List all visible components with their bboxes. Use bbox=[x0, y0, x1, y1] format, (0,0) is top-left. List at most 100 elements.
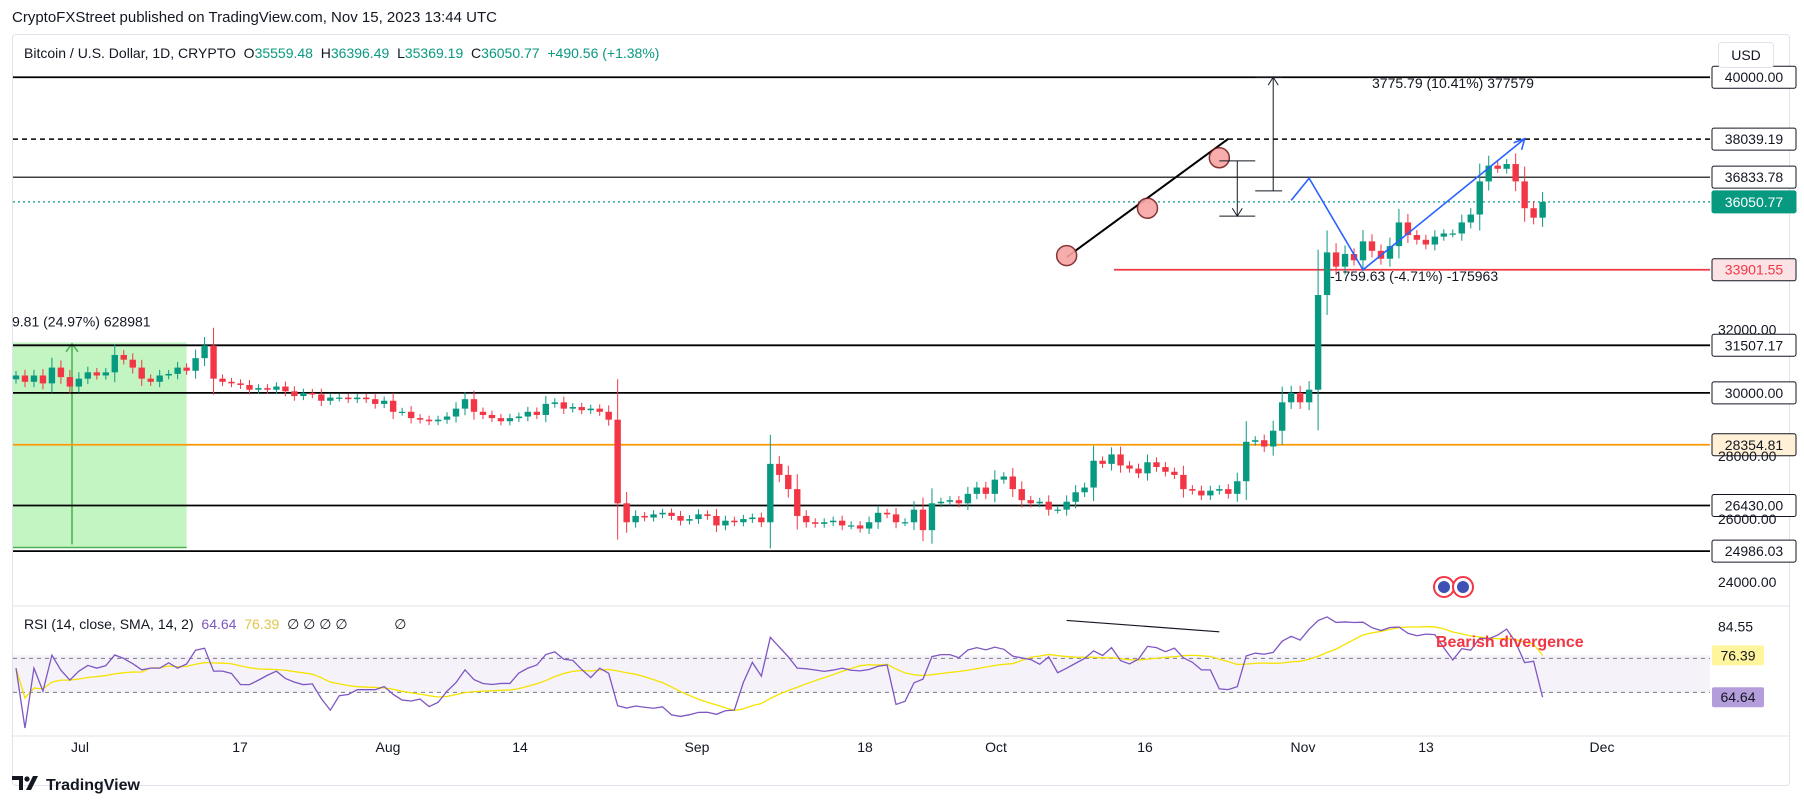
close-value: 36050.77 bbox=[481, 45, 540, 61]
candle-body bbox=[156, 375, 163, 382]
candle-body bbox=[1018, 489, 1025, 501]
footer-brand: TradingView bbox=[12, 776, 140, 795]
candle-body bbox=[785, 474, 792, 490]
candle-body bbox=[596, 408, 603, 412]
candle-body bbox=[1323, 252, 1331, 296]
candle-body bbox=[1009, 476, 1016, 490]
footer-brand-text: TradingView bbox=[46, 776, 140, 794]
candle-body bbox=[1413, 235, 1421, 240]
time-tick-label: Sep bbox=[685, 739, 710, 755]
candle-body bbox=[425, 419, 433, 422]
rsi-sma-value: 76.39 bbox=[244, 616, 280, 632]
candle-body bbox=[560, 402, 567, 409]
candle-body bbox=[758, 517, 765, 523]
candle-body bbox=[1117, 454, 1124, 466]
candle-body bbox=[407, 411, 415, 419]
candle-body bbox=[1494, 165, 1501, 169]
candle-body bbox=[372, 399, 379, 404]
touch-point-circle bbox=[1208, 146, 1231, 169]
price-axis: 32000.00 28000.00 26000.00 24000.00 bbox=[1718, 322, 1777, 590]
candle-body bbox=[102, 372, 109, 376]
candle-body bbox=[794, 489, 801, 516]
candle-body bbox=[515, 416, 523, 419]
candle-body bbox=[1449, 233, 1456, 235]
candle-body bbox=[174, 367, 181, 374]
candle-body bbox=[659, 512, 666, 515]
candle-body bbox=[1350, 253, 1358, 261]
candle-body bbox=[883, 512, 891, 515]
candle-body bbox=[255, 388, 262, 390]
candle-body bbox=[1135, 468, 1142, 474]
candle-body bbox=[713, 515, 720, 526]
level-tag-box bbox=[1711, 190, 1797, 214]
candle-body bbox=[380, 400, 388, 404]
candle-body bbox=[1314, 295, 1322, 390]
candle-body bbox=[668, 512, 675, 516]
candle-body bbox=[273, 386, 280, 390]
candle-body bbox=[39, 375, 47, 384]
candle-body bbox=[398, 411, 406, 413]
candle-body bbox=[183, 367, 190, 371]
price-tick-label: 26000.00 bbox=[1718, 511, 1777, 527]
candle-body bbox=[30, 375, 38, 382]
tradingview-logo-icon bbox=[12, 776, 40, 795]
level-tag-label: 28354.81 bbox=[1725, 437, 1784, 453]
change-value: +490.56 (+1.38%) bbox=[547, 45, 660, 61]
candle-body bbox=[246, 384, 253, 390]
candle-body bbox=[300, 392, 307, 397]
candle-body bbox=[928, 503, 936, 531]
candle-body bbox=[632, 515, 639, 523]
candle-body bbox=[569, 407, 576, 409]
candle-body bbox=[695, 514, 702, 520]
candle-body bbox=[84, 372, 92, 379]
measure-zone-arrowhead bbox=[65, 342, 79, 353]
candle-body bbox=[336, 397, 343, 399]
rsi-line bbox=[15, 616, 1544, 729]
candle-body bbox=[1126, 465, 1133, 469]
candle-body bbox=[901, 522, 909, 524]
candle-body bbox=[1422, 239, 1430, 245]
candle-body bbox=[614, 419, 621, 504]
candle-body bbox=[1539, 201, 1546, 218]
candle-body bbox=[973, 487, 981, 494]
candle-body bbox=[138, 367, 145, 379]
rsi-band bbox=[13, 655, 1710, 693]
candle-body bbox=[452, 408, 460, 417]
candle-body bbox=[219, 378, 226, 382]
candle-body bbox=[803, 515, 810, 523]
level-tag-label: 24986.03 bbox=[1725, 543, 1784, 559]
candle-body bbox=[75, 378, 83, 387]
candle-body bbox=[1476, 181, 1483, 215]
currency-button[interactable]: USD bbox=[1718, 42, 1774, 68]
candle-body bbox=[964, 493, 972, 504]
time-tick-label: 13 bbox=[1418, 739, 1434, 755]
candle-body bbox=[506, 418, 514, 422]
touch-point-circle bbox=[1055, 244, 1078, 267]
candle-body bbox=[1171, 471, 1178, 475]
candle-body bbox=[1521, 181, 1528, 209]
level-tag-label: 40000.00 bbox=[1725, 69, 1784, 85]
level-tag-label: 33901.55 bbox=[1725, 262, 1784, 278]
candle-body bbox=[731, 520, 738, 523]
candle-body bbox=[1341, 253, 1349, 267]
economic-event-flag-icon-inner bbox=[1457, 581, 1469, 593]
level-tag-label: 30000.00 bbox=[1725, 385, 1784, 401]
price-tick-label: 28000.00 bbox=[1718, 448, 1777, 464]
level-tag-box bbox=[1711, 333, 1797, 357]
time-tick-label: Aug bbox=[376, 739, 401, 755]
candle-body bbox=[910, 509, 918, 523]
rsi-sma-line bbox=[15, 625, 1544, 712]
left-measure-label: 9.81 (24.97%) 628981 bbox=[12, 314, 151, 330]
candle-body bbox=[874, 512, 882, 523]
candle-body bbox=[1162, 467, 1169, 472]
touch-point-circle bbox=[1136, 197, 1159, 219]
time-tick-label: 18 bbox=[857, 739, 873, 755]
candle-body bbox=[129, 359, 136, 368]
candle-body bbox=[749, 517, 756, 520]
price-tick-label: 24000.00 bbox=[1718, 574, 1777, 590]
candle-body bbox=[1234, 481, 1241, 494]
candle-body bbox=[1296, 392, 1304, 403]
candle-body bbox=[1099, 460, 1106, 464]
low-value: 35369.19 bbox=[404, 45, 464, 61]
